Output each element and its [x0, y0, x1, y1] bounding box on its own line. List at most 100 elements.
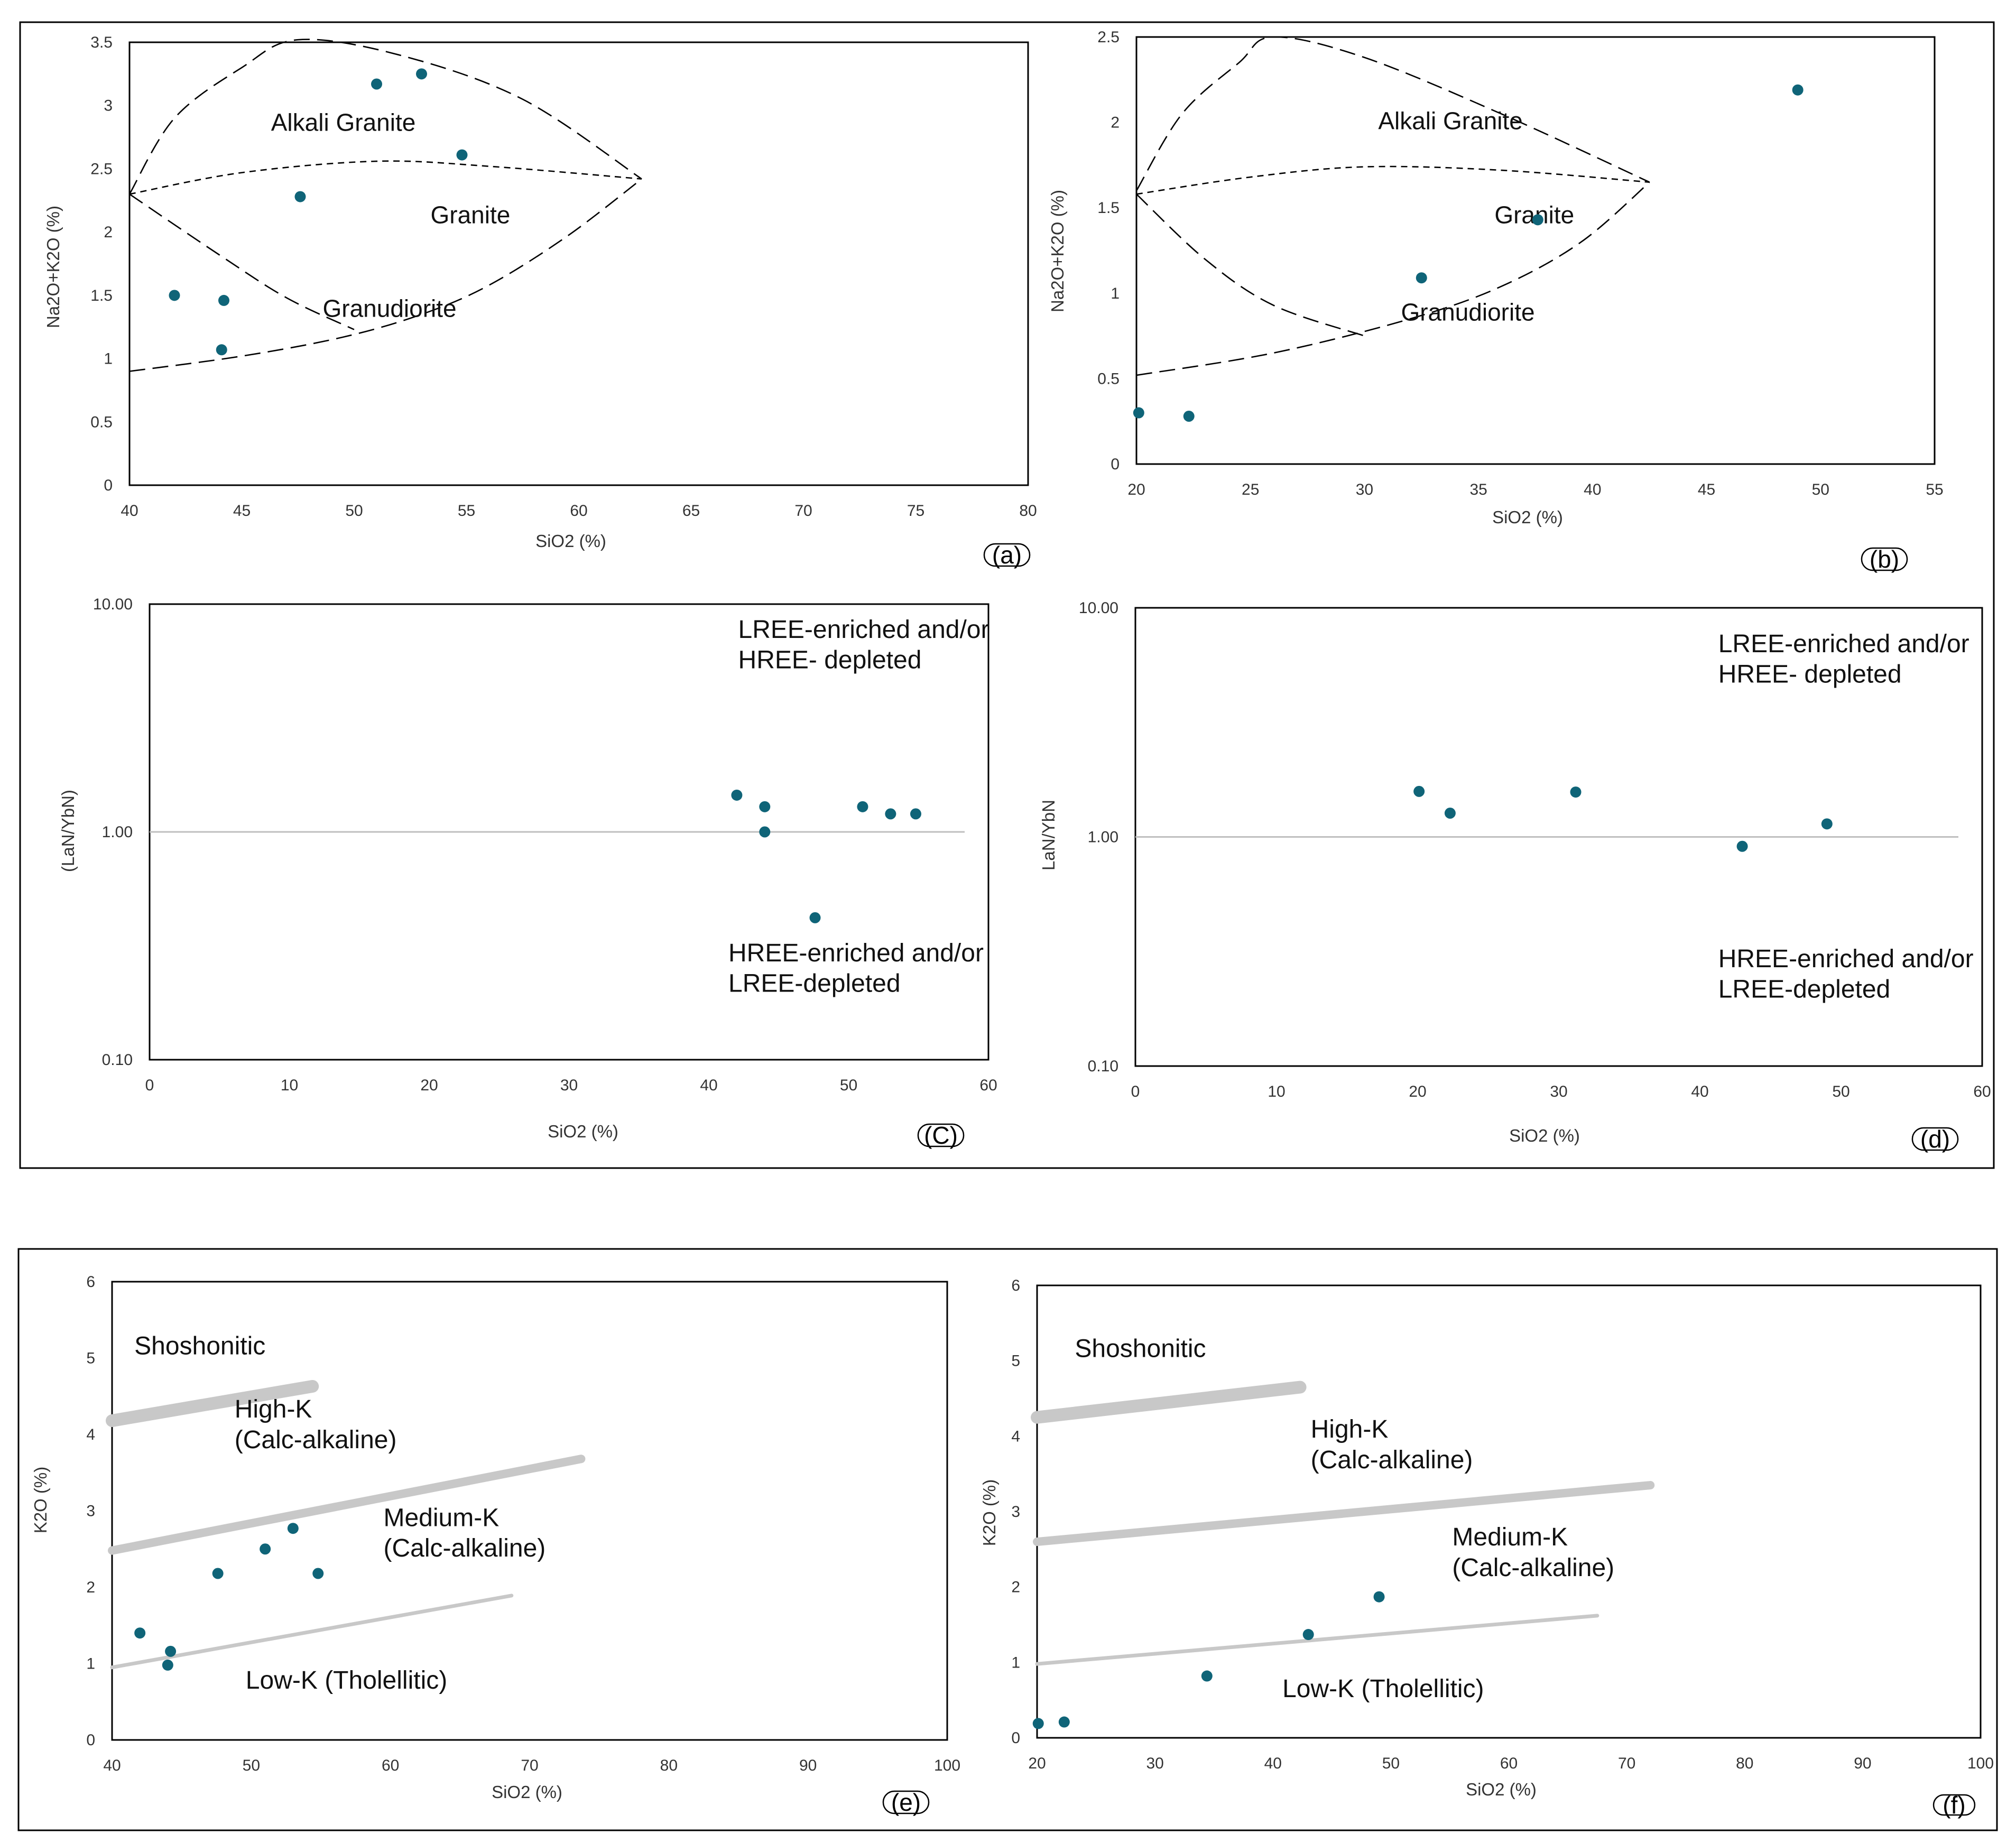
data-point — [1183, 411, 1195, 422]
data-point — [162, 1659, 173, 1671]
x-tick-label: 80 — [1736, 1755, 1753, 1772]
plot-area-frame — [128, 41, 1029, 486]
y-tick-label: 3 — [104, 97, 113, 115]
x-tick-label: 10 — [281, 1077, 298, 1094]
upper-figure-frame — [19, 21, 1995, 1169]
field-label-2: Granudiorite — [323, 295, 457, 322]
data-point — [1416, 272, 1427, 284]
data-point — [312, 1568, 324, 1579]
x-tick-label: 60 — [382, 1757, 399, 1774]
y-tick-label: 1 — [1111, 285, 1120, 302]
y-tick-label: 5 — [1011, 1353, 1020, 1370]
y-tick-label: 1.5 — [1097, 199, 1120, 217]
panel-label: (e) — [891, 1789, 921, 1816]
field-label-1: Granite — [431, 201, 511, 228]
x-tick-label: 60 — [979, 1077, 997, 1094]
x-tick-label: 70 — [794, 502, 812, 520]
data-point — [1133, 407, 1144, 419]
y-axis-title: Na2O+K2O (%) — [43, 206, 63, 328]
field-label-2: Granudiorite — [1401, 299, 1534, 326]
field-label-0: Alkali Granite — [1378, 107, 1523, 135]
series-boundary-band-1 — [108, 1455, 586, 1555]
x-tick-label: 75 — [907, 502, 924, 520]
y-tick-label: 0 — [1111, 456, 1120, 473]
panel-label-badge — [882, 1790, 930, 1814]
data-point — [759, 826, 771, 838]
x-tick-label: 50 — [840, 1077, 857, 1094]
data-point — [260, 1543, 271, 1555]
y-tick-label: 0.5 — [90, 413, 113, 431]
data-point — [1736, 840, 1748, 852]
y-tick-label: 2.5 — [1097, 29, 1120, 46]
data-point — [287, 1523, 299, 1534]
field-label-0: Shoshonitic — [134, 1332, 265, 1360]
x-tick-label: 60 — [1973, 1083, 1991, 1100]
x-tick-label: 40 — [103, 1757, 121, 1774]
x-axis-title: SiO2 (%) — [492, 1782, 562, 1802]
panel-label-badge — [983, 543, 1031, 567]
panel-f-k2o-silica-plot: 20 30 40 50 60 70 80 90 100 0 1 2 3 4 5 6 SiO2 (%) K2O (%… — [979, 1277, 1994, 1819]
x-tick-label: 50 — [1812, 481, 1829, 498]
data-point — [1444, 808, 1456, 819]
x-tick-label: 65 — [682, 502, 700, 520]
y-tick-label: 3 — [1011, 1503, 1020, 1521]
x-tick-label: 50 — [1382, 1755, 1400, 1772]
data-point — [134, 1627, 146, 1639]
panel-label-badge — [1861, 547, 1908, 571]
field-label-3: Low-K (Tholellitic) — [246, 1666, 447, 1694]
region-annotation-1: HREE-enriched and/or LREE-depleted — [728, 939, 984, 998]
field-label-0: Shoshonitic — [1075, 1335, 1206, 1363]
data-point — [165, 1645, 177, 1657]
y-axis-title: Na2O+K2O (%) — [1048, 190, 1067, 312]
x-tick-label: 90 — [1854, 1755, 1871, 1772]
field-boundary-2 — [129, 193, 355, 330]
x-tick-label: 25 — [1242, 481, 1259, 498]
series-boundary-band-1 — [1033, 1481, 1655, 1546]
y-tick-label: 1 — [104, 350, 113, 368]
field-label-1: High-K (Calc-alkaline) — [235, 1395, 397, 1454]
x-tick-label: 30 — [560, 1077, 578, 1094]
data-point — [857, 801, 868, 812]
data-point — [1570, 786, 1582, 798]
data-point — [1201, 1670, 1213, 1682]
x-tick-label: 0 — [1131, 1083, 1140, 1100]
x-tick-label: 0 — [145, 1077, 154, 1094]
x-tick-label: 55 — [458, 502, 475, 520]
field-boundary-3 — [129, 178, 642, 372]
panel-d-lan-ybn-plot: 0 10 20 30 40 50 60 0.10 1.00 10.00 SiO2 (%) LaN/Yb… — [1039, 599, 1991, 1153]
x-tick-label: 40 — [700, 1077, 717, 1094]
y-tick-label: 4 — [86, 1426, 95, 1443]
x-axis-title: SiO2 (%) — [535, 531, 606, 551]
field-label-1: Granite — [1494, 201, 1574, 228]
x-tick-label: 90 — [799, 1757, 817, 1774]
x-tick-label: 100 — [1967, 1755, 1994, 1772]
y-axis-title: LaN/YbN — [1039, 800, 1058, 870]
field-boundary-0 — [128, 39, 642, 195]
x-tick-label: 40 — [1584, 481, 1601, 498]
field-label-3: Low-K (Tholellitic) — [1282, 1675, 1484, 1703]
series-boundary-band-0 — [1031, 1381, 1307, 1424]
x-tick-label: 45 — [1698, 481, 1715, 498]
y-tick-label: 3.5 — [90, 34, 113, 51]
data-point — [1373, 1591, 1385, 1603]
panel-label: (C) — [924, 1122, 958, 1149]
field-boundary-1 — [129, 160, 642, 195]
y-tick-label: 4 — [1011, 1428, 1020, 1445]
field-label-2: Medium-K (Calc-alkaline) — [384, 1504, 546, 1562]
x-tick-label: 55 — [1926, 481, 1943, 498]
data-point — [416, 68, 427, 80]
field-label-1: High-K (Calc-alkaline) — [1311, 1415, 1473, 1474]
x-tick-label: 40 — [1264, 1755, 1282, 1772]
data-point — [212, 1568, 224, 1579]
y-tick-label: 0.10 — [102, 1051, 133, 1069]
plot-area-frame — [1036, 1284, 1982, 1739]
field-boundary-3 — [1136, 181, 1650, 376]
y-tick-label: 0 — [1011, 1729, 1020, 1747]
field-boundary-0 — [1135, 36, 1650, 191]
field-boundary-2 — [1136, 193, 1365, 337]
series-boundary-band-2 — [1035, 1614, 1599, 1666]
y-tick-label: 1 — [86, 1655, 95, 1673]
x-axis-title: SiO2 (%) — [1509, 1126, 1580, 1145]
panel-label: (b) — [1870, 545, 1899, 573]
